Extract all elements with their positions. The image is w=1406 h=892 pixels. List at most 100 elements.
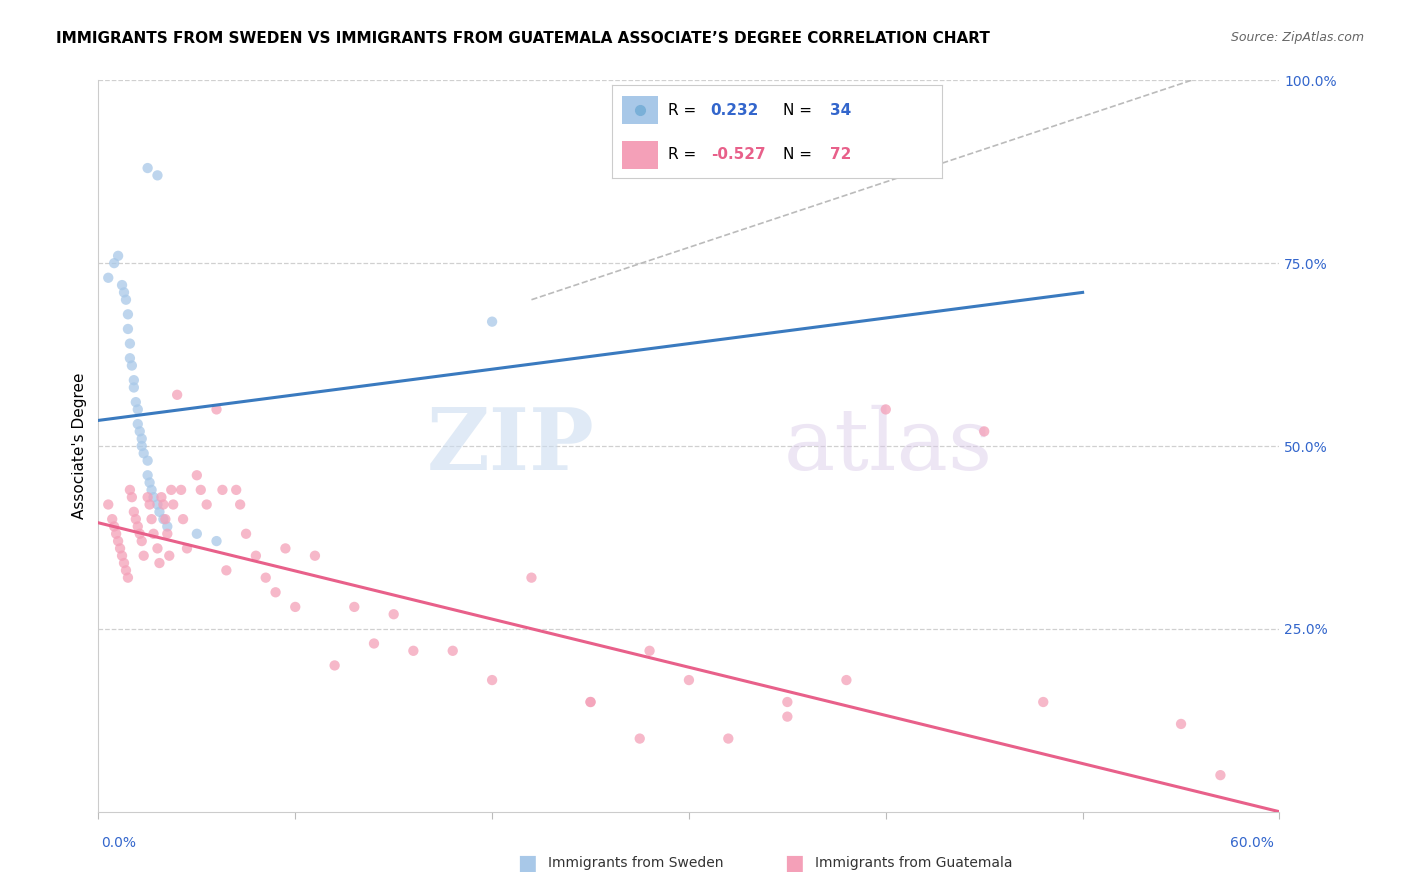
Point [205, 402, 228, 417]
Point [579, 695, 602, 709]
Point [97, 498, 120, 512]
Point [481, 673, 503, 687]
Point [170, 483, 193, 497]
Point [138, 475, 160, 490]
Text: 60.0%: 60.0% [1230, 836, 1274, 850]
Point [118, 336, 141, 351]
Point [157, 549, 180, 563]
Point [520, 571, 543, 585]
Point [138, 498, 160, 512]
Point [132, 549, 155, 563]
Point [125, 395, 148, 409]
Point [132, 446, 155, 460]
Text: N =: N = [783, 103, 817, 118]
Point [115, 293, 138, 307]
Point [121, 490, 143, 504]
Point [146, 169, 169, 183]
Point [111, 549, 134, 563]
Point [162, 498, 184, 512]
Text: R =: R = [668, 103, 702, 118]
Point [382, 607, 405, 622]
Text: IMMIGRANTS FROM SWEDEN VS IMMIGRANTS FROM GUATEMALA ASSOCIATE’S DEGREE CORRELATI: IMMIGRANTS FROM SWEDEN VS IMMIGRANTS FRO… [56, 31, 990, 46]
Point [304, 549, 326, 563]
Point [103, 256, 125, 270]
Point [195, 498, 218, 512]
Point [122, 505, 145, 519]
Point [160, 483, 183, 497]
Text: ZIP: ZIP [426, 404, 595, 488]
Point [128, 526, 150, 541]
Point [122, 380, 145, 394]
Point [155, 512, 177, 526]
Point [131, 432, 153, 446]
Text: 34: 34 [830, 103, 851, 118]
Point [142, 526, 165, 541]
Point [125, 512, 148, 526]
Point [215, 563, 238, 577]
Point [136, 453, 159, 467]
Point [973, 425, 995, 439]
Point [103, 519, 125, 533]
Point [190, 483, 212, 497]
Point [343, 599, 366, 614]
Point [638, 644, 661, 658]
Point [274, 541, 297, 556]
Point [1209, 768, 1232, 782]
Point [211, 483, 233, 497]
Point [142, 490, 165, 504]
Point [776, 709, 799, 723]
Point [111, 278, 134, 293]
Point [127, 519, 149, 533]
Point [105, 526, 128, 541]
Point [166, 388, 188, 402]
Text: N =: N = [783, 147, 817, 162]
Point [117, 571, 139, 585]
Point [152, 512, 174, 526]
Point [108, 541, 131, 556]
Point [136, 161, 159, 175]
Point [128, 425, 150, 439]
Point [323, 658, 346, 673]
Point [363, 636, 385, 650]
Point [186, 526, 208, 541]
Point [107, 249, 129, 263]
Point [97, 270, 120, 285]
Text: Source: ZipAtlas.com: Source: ZipAtlas.com [1230, 31, 1364, 45]
Point [229, 498, 252, 512]
Point [156, 519, 179, 533]
Point [146, 498, 169, 512]
Bar [621, 141, 658, 169]
Point [235, 526, 257, 541]
Point [101, 512, 124, 526]
Text: R =: R = [668, 147, 702, 162]
Point [141, 512, 163, 526]
Point [117, 307, 139, 321]
Point [136, 490, 159, 504]
Point [284, 599, 307, 614]
Point [131, 439, 153, 453]
Point [402, 644, 425, 658]
Point [481, 315, 503, 329]
Point [148, 505, 170, 519]
Point [835, 673, 858, 687]
Point [112, 556, 135, 570]
Point [172, 512, 194, 526]
Text: 0.232: 0.232 [710, 103, 759, 118]
Point [225, 483, 247, 497]
Point [118, 483, 141, 497]
Point [776, 695, 799, 709]
Point [112, 285, 135, 300]
Point [127, 417, 149, 431]
Point [156, 526, 179, 541]
Text: ■: ■ [517, 854, 537, 873]
Point [141, 483, 163, 497]
Text: Immigrants from Sweden: Immigrants from Sweden [548, 856, 724, 871]
Bar [621, 96, 658, 124]
Point [441, 644, 464, 658]
Text: 72: 72 [830, 147, 851, 162]
Text: 0.0%: 0.0% [101, 836, 136, 850]
Point [115, 563, 138, 577]
Point [118, 351, 141, 366]
Point [1032, 695, 1054, 709]
Point [122, 373, 145, 387]
